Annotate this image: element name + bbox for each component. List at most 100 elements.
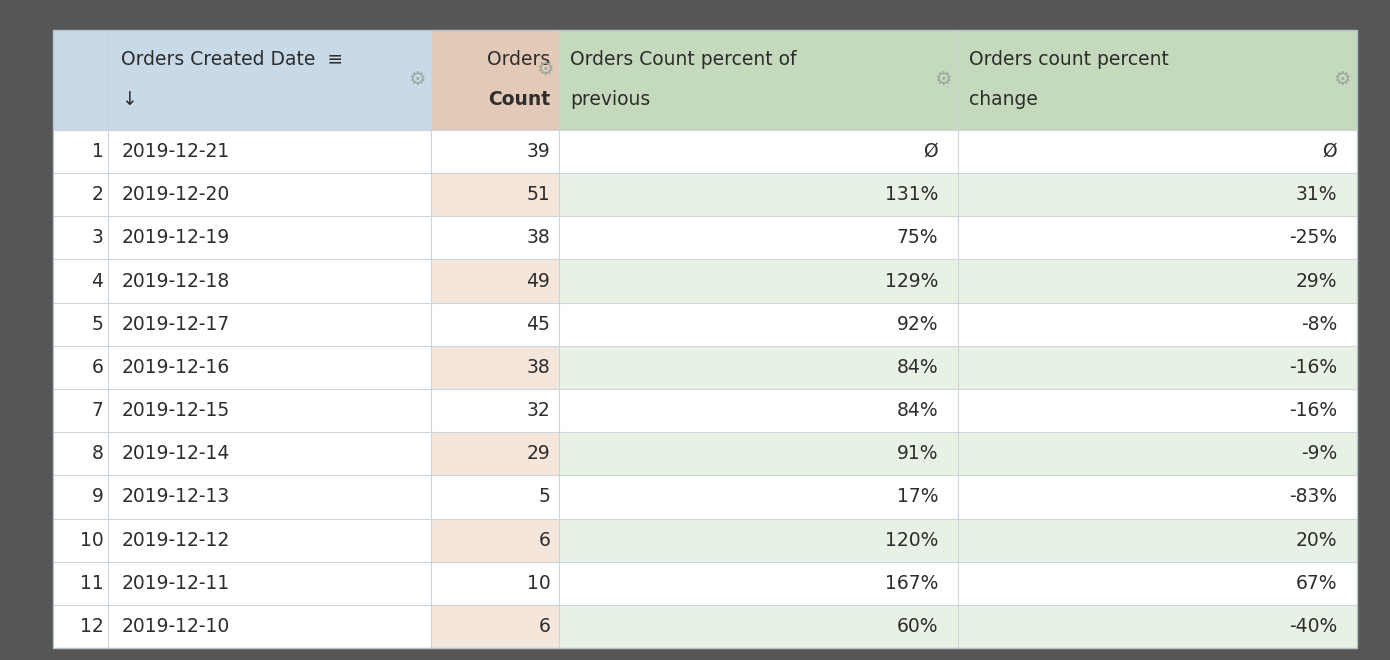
Bar xyxy=(53,173,107,216)
Bar xyxy=(107,519,431,562)
Text: 2019-12-18: 2019-12-18 xyxy=(121,271,229,290)
Text: 20%: 20% xyxy=(1295,531,1337,550)
Bar xyxy=(958,216,1357,259)
Text: 2019-12-12: 2019-12-12 xyxy=(121,531,229,550)
Bar xyxy=(431,562,559,605)
Text: 60%: 60% xyxy=(897,617,938,636)
Bar xyxy=(107,562,431,605)
Text: -8%: -8% xyxy=(1301,315,1337,334)
Bar xyxy=(431,346,559,389)
Text: ⚙: ⚙ xyxy=(934,71,952,89)
Bar xyxy=(107,432,431,475)
Bar xyxy=(431,605,559,648)
Bar xyxy=(107,216,431,259)
Bar xyxy=(559,562,958,605)
Text: 38: 38 xyxy=(527,358,550,377)
Text: 67%: 67% xyxy=(1295,574,1337,593)
Bar xyxy=(53,130,107,173)
Text: Orders Count percent of: Orders Count percent of xyxy=(570,51,796,69)
Bar xyxy=(559,389,958,432)
Bar xyxy=(559,519,958,562)
Bar xyxy=(559,303,958,346)
Text: -16%: -16% xyxy=(1289,401,1337,420)
Bar xyxy=(958,475,1357,519)
Bar xyxy=(431,130,559,173)
Text: Orders: Orders xyxy=(486,51,550,69)
Text: -9%: -9% xyxy=(1301,444,1337,463)
Bar xyxy=(107,173,431,216)
Text: 2019-12-20: 2019-12-20 xyxy=(121,185,229,204)
Text: Ø: Ø xyxy=(1322,142,1337,161)
Bar xyxy=(559,432,958,475)
Bar xyxy=(107,605,431,648)
Text: 6: 6 xyxy=(92,358,103,377)
Bar xyxy=(958,303,1357,346)
Bar xyxy=(958,605,1357,648)
Text: 84%: 84% xyxy=(897,401,938,420)
Text: previous: previous xyxy=(570,90,651,109)
Text: 31%: 31% xyxy=(1295,185,1337,204)
Text: 49: 49 xyxy=(527,271,550,290)
Text: Orders count percent: Orders count percent xyxy=(969,51,1169,69)
Text: 17%: 17% xyxy=(897,488,938,506)
Text: 1: 1 xyxy=(92,142,103,161)
Bar xyxy=(53,605,107,648)
Bar xyxy=(53,346,107,389)
Bar xyxy=(107,389,431,432)
Bar xyxy=(958,173,1357,216)
Bar xyxy=(53,389,107,432)
Text: -40%: -40% xyxy=(1289,617,1337,636)
Bar xyxy=(107,475,431,519)
Text: ⚙: ⚙ xyxy=(535,61,553,79)
Bar xyxy=(559,475,958,519)
Text: 129%: 129% xyxy=(885,271,938,290)
Bar xyxy=(107,346,431,389)
Bar xyxy=(559,605,958,648)
Text: 2: 2 xyxy=(92,185,103,204)
Bar xyxy=(559,346,958,389)
Text: -83%: -83% xyxy=(1289,488,1337,506)
Bar xyxy=(431,259,559,303)
Text: Ø: Ø xyxy=(923,142,938,161)
Text: 11: 11 xyxy=(79,574,103,593)
Text: 39: 39 xyxy=(527,142,550,161)
Text: 2019-12-11: 2019-12-11 xyxy=(121,574,229,593)
Text: 32: 32 xyxy=(527,401,550,420)
Text: 10: 10 xyxy=(527,574,550,593)
Text: 91%: 91% xyxy=(897,444,938,463)
Text: 8: 8 xyxy=(92,444,103,463)
Text: 3: 3 xyxy=(92,228,103,248)
Bar xyxy=(53,303,107,346)
Text: 29: 29 xyxy=(527,444,550,463)
Text: 5: 5 xyxy=(92,315,103,334)
Text: 120%: 120% xyxy=(885,531,938,550)
Bar xyxy=(53,519,107,562)
Bar xyxy=(431,519,559,562)
Text: 2019-12-13: 2019-12-13 xyxy=(121,488,229,506)
Text: 2019-12-14: 2019-12-14 xyxy=(121,444,229,463)
Text: ↓: ↓ xyxy=(121,90,138,109)
Text: 167%: 167% xyxy=(885,574,938,593)
Bar xyxy=(431,389,559,432)
Text: 10: 10 xyxy=(79,531,103,550)
Text: 84%: 84% xyxy=(897,358,938,377)
Bar xyxy=(53,432,107,475)
Bar xyxy=(559,259,958,303)
Text: 2019-12-15: 2019-12-15 xyxy=(121,401,229,420)
Bar xyxy=(559,130,958,173)
Text: 4: 4 xyxy=(92,271,103,290)
Bar xyxy=(559,173,958,216)
Bar xyxy=(431,30,559,130)
Text: ⚙: ⚙ xyxy=(1333,71,1351,89)
Bar xyxy=(958,562,1357,605)
Text: 2019-12-21: 2019-12-21 xyxy=(121,142,229,161)
Text: -16%: -16% xyxy=(1289,358,1337,377)
Bar xyxy=(958,432,1357,475)
Text: 29%: 29% xyxy=(1295,271,1337,290)
Text: 131%: 131% xyxy=(885,185,938,204)
Text: 12: 12 xyxy=(79,617,103,636)
Bar xyxy=(559,216,958,259)
Text: 7: 7 xyxy=(92,401,103,420)
Text: ⚙: ⚙ xyxy=(407,71,425,89)
Text: -25%: -25% xyxy=(1289,228,1337,248)
